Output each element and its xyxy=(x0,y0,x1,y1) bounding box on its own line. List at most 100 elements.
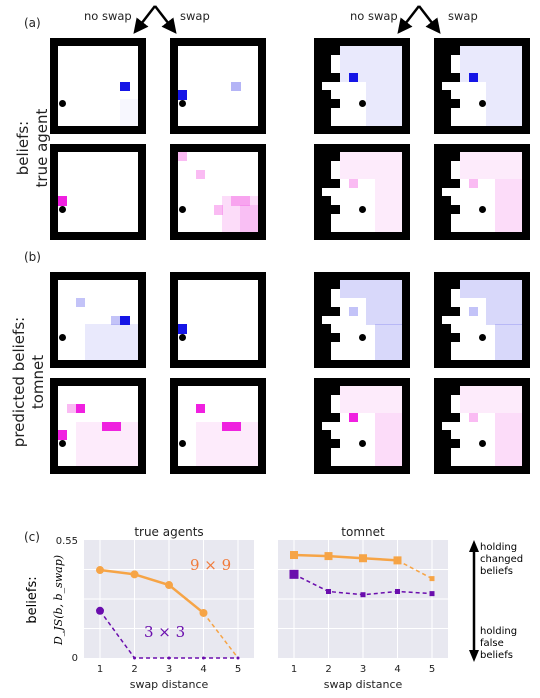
chart-true-agents-xlabel: swap distance xyxy=(130,678,209,691)
data-point xyxy=(167,656,171,660)
belief-cell xyxy=(120,81,130,91)
grid-a-mag-swap-large xyxy=(434,144,530,240)
grid-a-mag-swap-small xyxy=(170,144,266,240)
belief-cell xyxy=(102,421,121,431)
wall-cell xyxy=(442,412,460,422)
belief-cell xyxy=(111,315,121,325)
grid-a-mag-noswap-small xyxy=(50,144,146,240)
wall-cell xyxy=(450,99,460,109)
agent-dot xyxy=(358,100,366,108)
arrow-head-up xyxy=(469,540,479,552)
wall-cell xyxy=(450,152,460,161)
agent-dot xyxy=(179,206,186,214)
xtick-label: 4 xyxy=(394,664,400,675)
data-point xyxy=(360,592,366,598)
grid-interior xyxy=(178,46,258,126)
agent-dot xyxy=(478,206,486,214)
wall-cell xyxy=(442,72,460,82)
col-label-swap-left: swap xyxy=(180,9,210,23)
xtick-label: 3 xyxy=(360,664,366,675)
data-point xyxy=(199,608,208,617)
xtick-label: 5 xyxy=(429,664,435,675)
grid-a-blue-noswap-large xyxy=(314,38,410,134)
series-line xyxy=(99,568,205,614)
xtick-label: 2 xyxy=(325,664,331,675)
belief-cell xyxy=(231,81,241,91)
panel-c-charts: true agents 0.55 0 1 2 3 4 5 swap distance b… xyxy=(25,525,523,691)
data-point xyxy=(202,656,205,660)
agent-dot xyxy=(358,334,366,342)
wall-cell xyxy=(322,412,340,422)
grid-interior xyxy=(442,280,523,361)
panel-label-b: (b) xyxy=(24,250,41,264)
belief-cell xyxy=(348,178,359,189)
agent-dot xyxy=(59,440,66,448)
belief-cell xyxy=(486,81,523,127)
wall-cell xyxy=(322,324,331,360)
xtick-label: 5 xyxy=(235,664,241,675)
panel-label-c: (c) xyxy=(24,530,40,544)
series-label-9x9: 9 × 9 xyxy=(190,556,231,574)
belief-cell xyxy=(58,196,68,206)
data-point xyxy=(290,551,298,560)
wall-cell xyxy=(322,280,331,316)
belief-cell xyxy=(120,99,139,127)
grid-interior xyxy=(442,386,523,467)
data-point xyxy=(236,656,240,660)
wall-cell xyxy=(330,152,340,161)
wall-cell xyxy=(442,324,451,360)
data-point xyxy=(289,569,299,579)
wall-cell xyxy=(330,333,340,343)
chart-ylabel-line-2: D_JS(b, b_swap) xyxy=(52,555,65,646)
belief-cell xyxy=(375,324,403,361)
grid-interior xyxy=(322,152,403,233)
arrow-label-bottom-3: beliefs xyxy=(480,650,513,661)
belief-cell xyxy=(213,205,223,215)
grid-interior xyxy=(322,386,403,467)
grid-interior xyxy=(322,280,403,361)
belief-cell xyxy=(348,72,359,83)
belief-cell xyxy=(468,72,479,83)
belief-cell xyxy=(231,196,250,206)
belief-cell xyxy=(195,403,206,414)
grid-b-blue-swap-large xyxy=(434,272,530,368)
wall-cell xyxy=(442,386,451,422)
grid-a-blue-swap-small xyxy=(170,38,266,134)
belief-cell xyxy=(459,386,523,414)
data-point xyxy=(165,581,173,590)
data-point xyxy=(429,591,435,597)
grid-b-mag-noswap-large xyxy=(314,378,410,474)
belief-cell xyxy=(178,324,188,334)
belief-cell xyxy=(495,178,523,233)
wall-cell xyxy=(442,152,451,188)
data-point xyxy=(326,588,331,594)
grid-interior xyxy=(58,152,138,232)
belief-cell xyxy=(459,280,523,299)
belief-cell xyxy=(459,152,523,180)
agent-dot xyxy=(478,334,486,342)
col-label-no-swap-left: no swap xyxy=(84,9,132,23)
wall-cell xyxy=(322,90,331,126)
belief-cell xyxy=(375,178,403,233)
data-point xyxy=(359,554,367,563)
grid-interior xyxy=(58,386,139,467)
wall-cell xyxy=(330,205,340,215)
series-line xyxy=(293,553,398,562)
wall-cell xyxy=(322,386,331,422)
belief-cell xyxy=(195,421,259,467)
wall-cell xyxy=(330,99,340,109)
belief-cell xyxy=(348,412,359,423)
swap-arrows-left xyxy=(133,5,177,34)
agent-dot xyxy=(59,100,66,108)
agent-dot xyxy=(179,334,186,342)
row-label-line-1: beliefs: xyxy=(14,120,32,176)
grid-b-mag-swap-large xyxy=(434,378,530,474)
belief-cell xyxy=(486,297,523,325)
row-label-true-agent: beliefs: true agent xyxy=(14,78,54,218)
belief-cell xyxy=(375,412,403,467)
wall-cell xyxy=(322,152,331,188)
belief-cell xyxy=(366,81,403,127)
belief-cell xyxy=(468,178,479,189)
grid-interior xyxy=(178,280,258,360)
data-point xyxy=(96,606,104,615)
